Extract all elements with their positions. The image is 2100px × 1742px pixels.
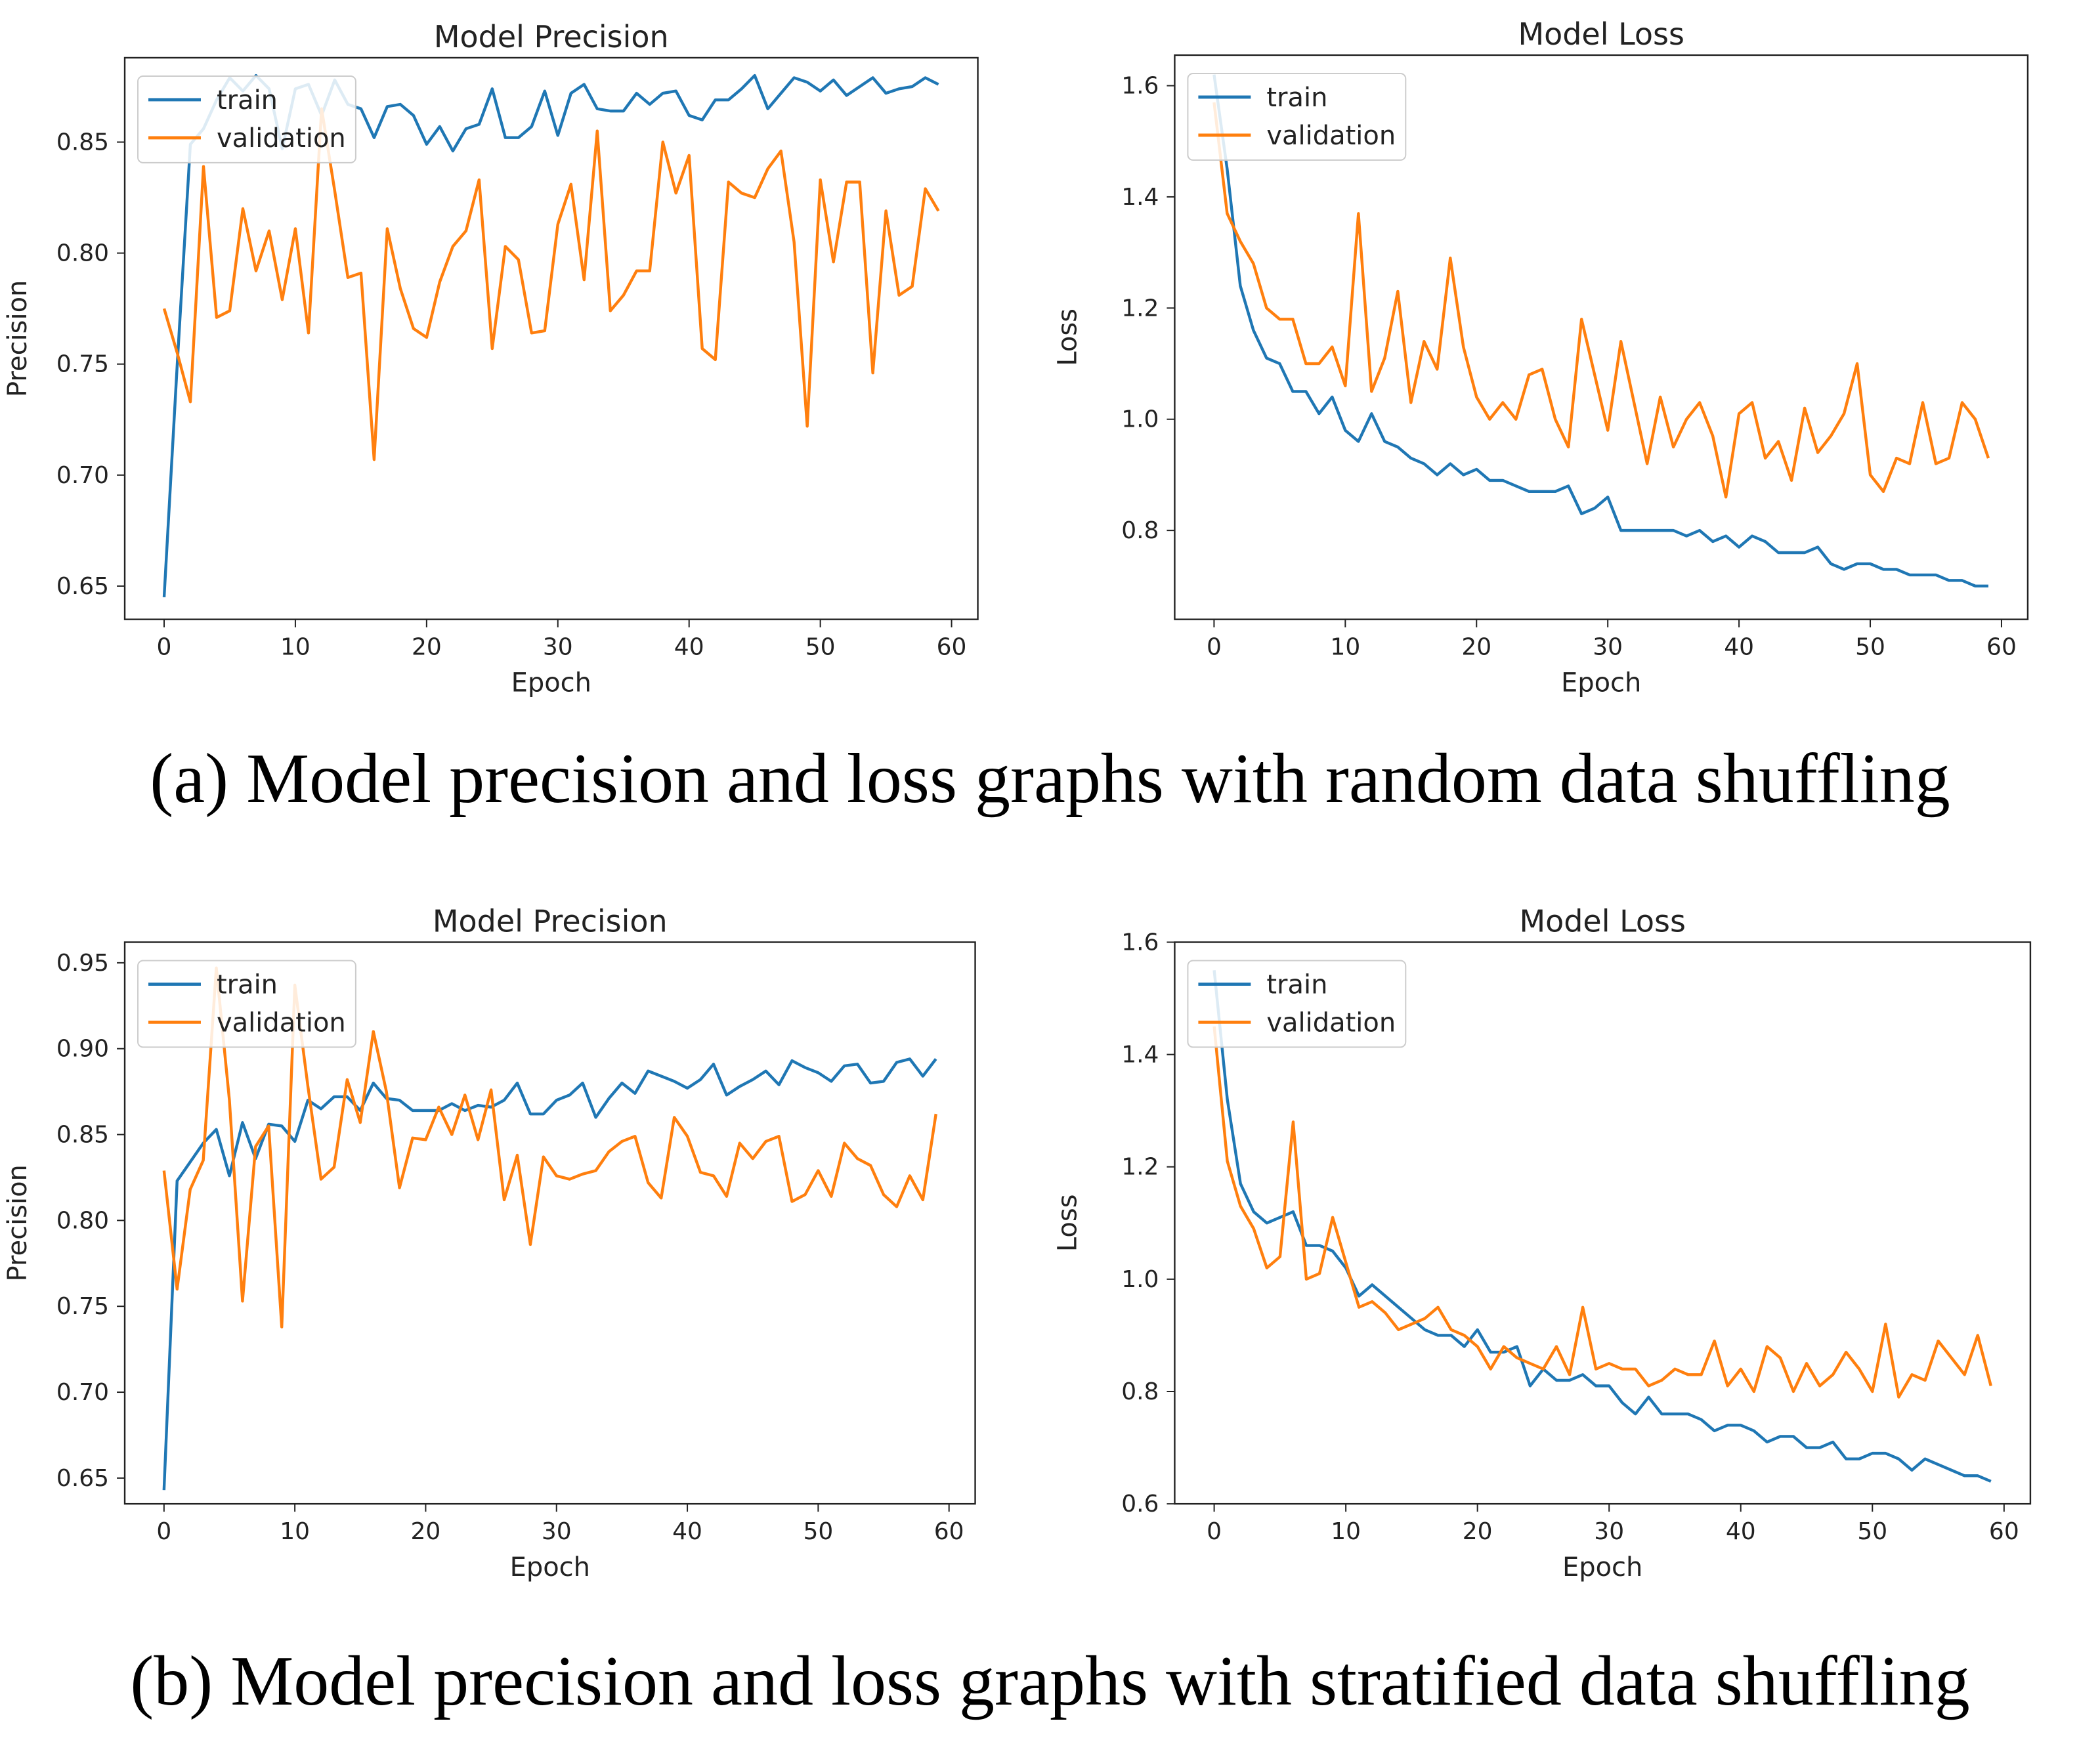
y-tick-label: 0.70: [56, 462, 109, 489]
chart-title: Model Precision: [433, 903, 668, 939]
legend-label-validation: validation: [1266, 1008, 1396, 1038]
legend: train validation: [1187, 72, 1407, 161]
y-tick-label: 0.90: [56, 1036, 109, 1063]
series-line-validation: [1212, 102, 1990, 499]
x-tick-label: 30: [542, 1518, 572, 1545]
x-tick-label: 50: [1855, 634, 1885, 661]
plot-frame: [1174, 54, 2029, 620]
y-axis-label: Loss: [1052, 1194, 1082, 1252]
y-tick-label: 0.65: [56, 573, 109, 600]
legend: train validation: [1187, 960, 1407, 1048]
x-tick-label: 30: [1594, 1518, 1624, 1545]
y-tick-label: 1.2: [1121, 295, 1159, 322]
legend-label-train: train: [217, 85, 278, 116]
y-tick-label: 0.75: [56, 351, 109, 378]
x-tick-label: 40: [674, 634, 704, 661]
x-tick-label: 50: [1857, 1518, 1887, 1545]
x-tick-label: 10: [280, 634, 311, 661]
x-tick-label: 20: [1461, 634, 1491, 661]
chart-a-loss: Model Loss 0 10 20 30 40 50 60 0.8 1.0 1.2 1.4 1.6 Ep…: [1052, 16, 2029, 698]
plot-frame: [123, 941, 976, 1505]
y-tick-label: 0.70: [56, 1379, 109, 1406]
x-tick-label: 40: [1724, 634, 1754, 661]
x-tick-label: 40: [1726, 1518, 1756, 1545]
legend-label-validation: validation: [217, 123, 346, 154]
chart-title: Model Precision: [434, 19, 669, 54]
x-tick-label: 30: [1593, 634, 1623, 661]
series-line-validation: [1212, 1026, 1992, 1399]
series-line-train: [162, 1057, 937, 1491]
x-tick-label: 60: [1989, 1518, 2019, 1545]
legend-box: [1187, 72, 1407, 161]
y-tick-label: 0.6: [1121, 1491, 1159, 1518]
x-tick-label: 10: [280, 1518, 310, 1545]
x-tick-label: 20: [1463, 1518, 1493, 1545]
y-tick-label: 0.65: [56, 1465, 109, 1492]
y-tick-label: 0.85: [56, 1122, 109, 1149]
legend-label-train: train: [1266, 969, 1327, 1000]
series-line-validation: [162, 107, 940, 461]
x-tick-label: 30: [543, 634, 573, 661]
plot-frame: [1174, 941, 2032, 1505]
caption-a: (a) Model precision and loss graphs with…: [150, 740, 1950, 818]
y-tick-label: 0.8: [1121, 517, 1159, 544]
x-tick-label: 60: [1986, 634, 2017, 661]
x-tick-label: 10: [1330, 634, 1360, 661]
y-tick-label: 0.8: [1121, 1378, 1159, 1405]
legend-box: [137, 960, 356, 1048]
x-axis-label: Epoch: [1562, 1552, 1642, 1583]
chart-b-precision: Model Precision 0 10 20 30 40 50 60 0.65 0.70 0.75…: [3, 903, 976, 1583]
plot-frame: [123, 56, 979, 620]
x-tick-label: 20: [412, 634, 442, 661]
x-axis-label: Epoch: [1561, 668, 1641, 698]
x-tick-label: 0: [1207, 1518, 1222, 1545]
legend: train validation: [137, 75, 356, 163]
chart-title: Model Loss: [1518, 16, 1684, 52]
x-axis-label: Epoch: [511, 668, 591, 698]
y-tick-label: 1.4: [1121, 184, 1159, 211]
x-tick-label: 50: [805, 634, 836, 661]
y-tick-label: 0.75: [56, 1293, 109, 1320]
y-axis-label: Precision: [3, 1164, 33, 1281]
legend-label-train: train: [1266, 83, 1327, 113]
x-axis-label: Epoch: [510, 1552, 590, 1583]
series-line-train: [1212, 74, 1988, 588]
chart-b-loss: Model Loss 0 10 20 30 40 50 60 0.6 0.8 1.0 1.2 1.4 1.…: [1052, 903, 2032, 1583]
x-tick-label: 0: [1207, 634, 1222, 661]
legend-label-validation: validation: [217, 1008, 346, 1038]
caption-b: (b) Model precision and loss graphs with…: [130, 1642, 1970, 1720]
x-tick-label: 10: [1331, 1518, 1361, 1545]
chart-a-precision: Model Precision 0 10 20 30 40 50 60 0.65 0.70 0.75…: [3, 19, 979, 698]
y-tick-label: 1.0: [1121, 1266, 1159, 1293]
legend-label-validation: validation: [1266, 121, 1396, 151]
legend-box: [137, 75, 356, 163]
y-axis-label: Precision: [3, 280, 33, 397]
series-line-train: [1212, 970, 1992, 1483]
legend: train validation: [137, 960, 356, 1048]
x-tick-label: 50: [803, 1518, 833, 1545]
x-tick-label: 0: [156, 1518, 171, 1545]
chart-title: Model Loss: [1519, 903, 1685, 939]
y-tick-label: 1.0: [1121, 406, 1159, 433]
y-tick-label: 0.85: [56, 129, 109, 156]
x-tick-label: 60: [937, 634, 967, 661]
x-tick-label: 40: [672, 1518, 702, 1545]
y-tick-label: 1.2: [1121, 1154, 1159, 1181]
y-tick-label: 1.6: [1121, 929, 1159, 956]
y-tick-label: 1.4: [1121, 1042, 1159, 1069]
legend-label-train: train: [217, 969, 278, 1000]
y-tick-label: 0.95: [56, 950, 109, 977]
x-tick-label: 60: [934, 1518, 964, 1545]
x-tick-label: 0: [157, 634, 172, 661]
y-tick-label: 1.6: [1121, 73, 1159, 100]
x-tick-label: 20: [411, 1518, 441, 1545]
y-tick-label: 0.80: [56, 1207, 109, 1234]
y-tick-label: 0.80: [56, 240, 109, 267]
legend-box: [1187, 960, 1407, 1048]
y-axis-label: Loss: [1052, 308, 1082, 366]
